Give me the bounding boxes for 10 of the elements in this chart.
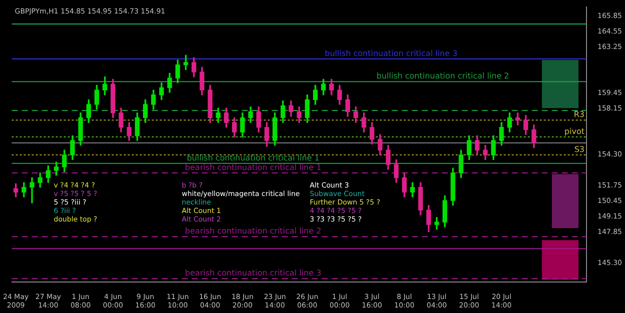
ref-line-label: bullish continuation critical line 1 xyxy=(186,153,320,162)
ref-line-label: bullish continuation critical line 3 xyxy=(324,48,458,58)
candlestick xyxy=(30,177,34,204)
ref-line-label: pivot xyxy=(564,126,585,136)
ref-line-label: bullish continuation critical line 2 xyxy=(376,72,510,81)
ref-line-label: bearish continuation critical line 2 xyxy=(185,226,322,236)
ref-line-label: S3 xyxy=(574,144,585,154)
ref-line-label: bearish continuation critical line 1 xyxy=(185,163,322,172)
ref-line-label: bearish continuation critical line 3 xyxy=(185,268,322,278)
ref-line-label: R3 xyxy=(574,110,585,120)
